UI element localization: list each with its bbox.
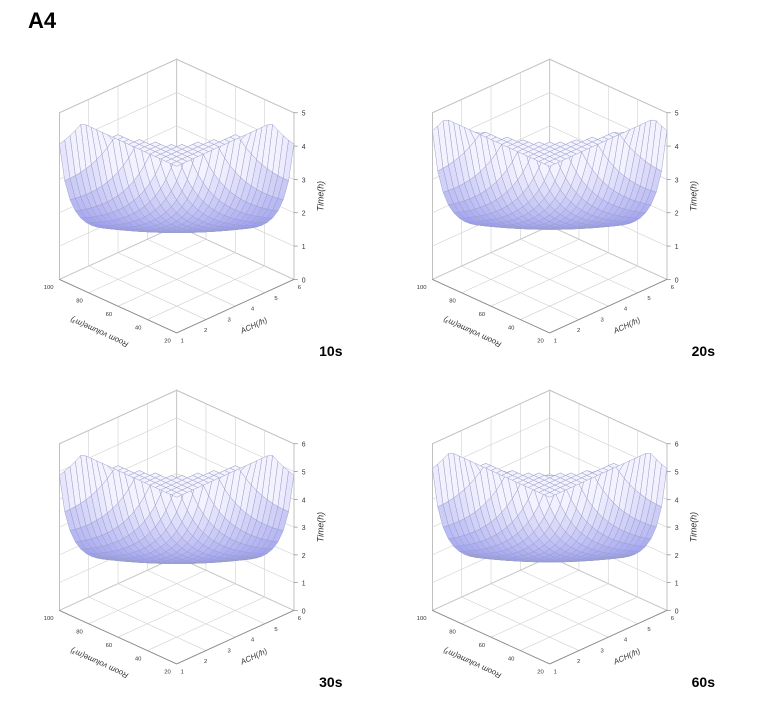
svg-text:4: 4	[302, 144, 306, 151]
svg-text:Room volume(m³): Room volume(m³)	[441, 315, 502, 349]
svg-text:100: 100	[44, 285, 55, 291]
svg-text:0: 0	[674, 608, 678, 615]
svg-text:60: 60	[106, 312, 113, 318]
svg-text:5: 5	[274, 627, 278, 633]
svg-text:1: 1	[302, 581, 306, 588]
svg-text:0: 0	[302, 608, 306, 615]
svg-text:0: 0	[674, 277, 678, 284]
svg-text:0: 0	[302, 277, 306, 284]
svg-text:100: 100	[44, 616, 55, 622]
svg-text:3: 3	[674, 177, 678, 184]
svg-text:6: 6	[670, 285, 674, 291]
panel-label: A4	[28, 8, 56, 34]
svg-text:ACH(/h): ACH(/h)	[611, 646, 642, 667]
svg-text:100: 100	[416, 285, 427, 291]
svg-text:20: 20	[537, 670, 544, 676]
surface-plot-20s: 0 1 2 3 4 5 Time(h) 20 40 60 80 100 Room volume(m³) 1…	[383, 40, 756, 371]
svg-text:80: 80	[449, 299, 456, 305]
surface-plot-30s: 0 1 2 3 4 5 6 Time(h) 20 40 60 80 100 Room volume(m³)…	[10, 371, 383, 702]
svg-text:100: 100	[416, 616, 427, 622]
svg-text:1: 1	[553, 339, 556, 345]
svg-text:3: 3	[600, 648, 604, 654]
svg-text:6: 6	[302, 442, 306, 449]
svg-text:6: 6	[298, 285, 302, 291]
subplot-label: 30s	[319, 674, 342, 690]
svg-text:3: 3	[302, 525, 306, 532]
svg-text:2: 2	[302, 553, 306, 560]
svg-text:3: 3	[600, 317, 604, 323]
svg-text:60: 60	[106, 643, 113, 649]
surface-plot-10s: 0 1 2 3 4 5 Time(h) 20 40 60 80 100 Room volume(m³) 1…	[10, 40, 383, 371]
svg-text:Time(h): Time(h)	[315, 181, 325, 211]
svg-text:2: 2	[302, 211, 306, 218]
subplot-cell: 0 1 2 3 4 5 Time(h) 20 40 60 80 100 Room volume(m³) 1…	[10, 40, 383, 371]
svg-text:1: 1	[553, 670, 556, 676]
svg-text:20: 20	[164, 670, 171, 676]
svg-text:2: 2	[204, 659, 207, 665]
svg-text:3: 3	[674, 525, 678, 532]
svg-text:20: 20	[537, 339, 544, 345]
svg-text:5: 5	[647, 296, 651, 302]
svg-text:2: 2	[577, 659, 580, 665]
svg-text:5: 5	[674, 111, 678, 118]
svg-text:1: 1	[181, 670, 184, 676]
subplot-label: 10s	[319, 343, 342, 359]
surface-plot-60s: 0 1 2 3 4 5 6 Time(h) 20 40 60 80 100 Room volume(m³)…	[383, 371, 756, 702]
svg-text:20: 20	[164, 339, 171, 345]
svg-text:4: 4	[251, 307, 255, 313]
svg-text:Time(h): Time(h)	[688, 512, 698, 542]
svg-text:4: 4	[674, 497, 678, 504]
svg-text:Time(h): Time(h)	[688, 181, 698, 211]
svg-text:2: 2	[204, 328, 207, 334]
svg-text:5: 5	[274, 296, 278, 302]
svg-text:1: 1	[302, 244, 306, 251]
svg-text:Room volume(m³): Room volume(m³)	[441, 646, 502, 680]
svg-text:4: 4	[623, 307, 627, 313]
svg-text:80: 80	[449, 630, 456, 636]
svg-text:5: 5	[674, 469, 678, 476]
svg-text:6: 6	[674, 442, 678, 449]
svg-text:4: 4	[251, 638, 255, 644]
svg-text:Time(h): Time(h)	[315, 512, 325, 542]
svg-text:40: 40	[507, 325, 514, 331]
svg-text:ACH(/h): ACH(/h)	[238, 315, 269, 336]
subplot-label: 20s	[692, 343, 715, 359]
svg-text:5: 5	[302, 111, 306, 118]
subplot-cell: 0 1 2 3 4 5 6 Time(h) 20 40 60 80 100 Room volume(m³)…	[10, 371, 383, 702]
svg-text:60: 60	[478, 643, 485, 649]
svg-text:40: 40	[135, 325, 142, 331]
svg-text:2: 2	[674, 211, 678, 218]
svg-text:80: 80	[76, 630, 83, 636]
svg-text:5: 5	[647, 627, 651, 633]
svg-text:4: 4	[674, 144, 678, 151]
svg-text:4: 4	[623, 638, 627, 644]
svg-text:ACH(/h): ACH(/h)	[611, 315, 642, 336]
svg-text:5: 5	[302, 469, 306, 476]
subplot-label: 60s	[692, 674, 715, 690]
svg-text:40: 40	[507, 656, 514, 662]
subplot-cell: 0 1 2 3 4 5 6 Time(h) 20 40 60 80 100 Room volume(m³)…	[383, 371, 756, 702]
svg-text:40: 40	[135, 656, 142, 662]
svg-text:1: 1	[181, 339, 184, 345]
svg-text:3: 3	[227, 317, 231, 323]
svg-text:3: 3	[302, 177, 306, 184]
svg-text:4: 4	[302, 497, 306, 504]
subplot-grid: 012345Time(h)20406080100Room volume(m³)1…	[0, 0, 765, 712]
svg-text:Room volume(m³): Room volume(m³)	[69, 646, 130, 680]
svg-text:1: 1	[674, 581, 678, 588]
svg-text:6: 6	[298, 616, 302, 622]
svg-text:2: 2	[674, 553, 678, 560]
svg-text:3: 3	[227, 648, 231, 654]
svg-text:6: 6	[670, 616, 674, 622]
svg-text:2: 2	[577, 328, 580, 334]
svg-text:60: 60	[478, 312, 485, 318]
svg-text:ACH(/h): ACH(/h)	[238, 646, 269, 667]
svg-text:Room volume(m³): Room volume(m³)	[69, 315, 130, 349]
subplot-cell: 0 1 2 3 4 5 Time(h) 20 40 60 80 100 Room volume(m³) 1…	[383, 40, 756, 371]
svg-text:80: 80	[76, 299, 83, 305]
svg-text:1: 1	[674, 244, 678, 251]
